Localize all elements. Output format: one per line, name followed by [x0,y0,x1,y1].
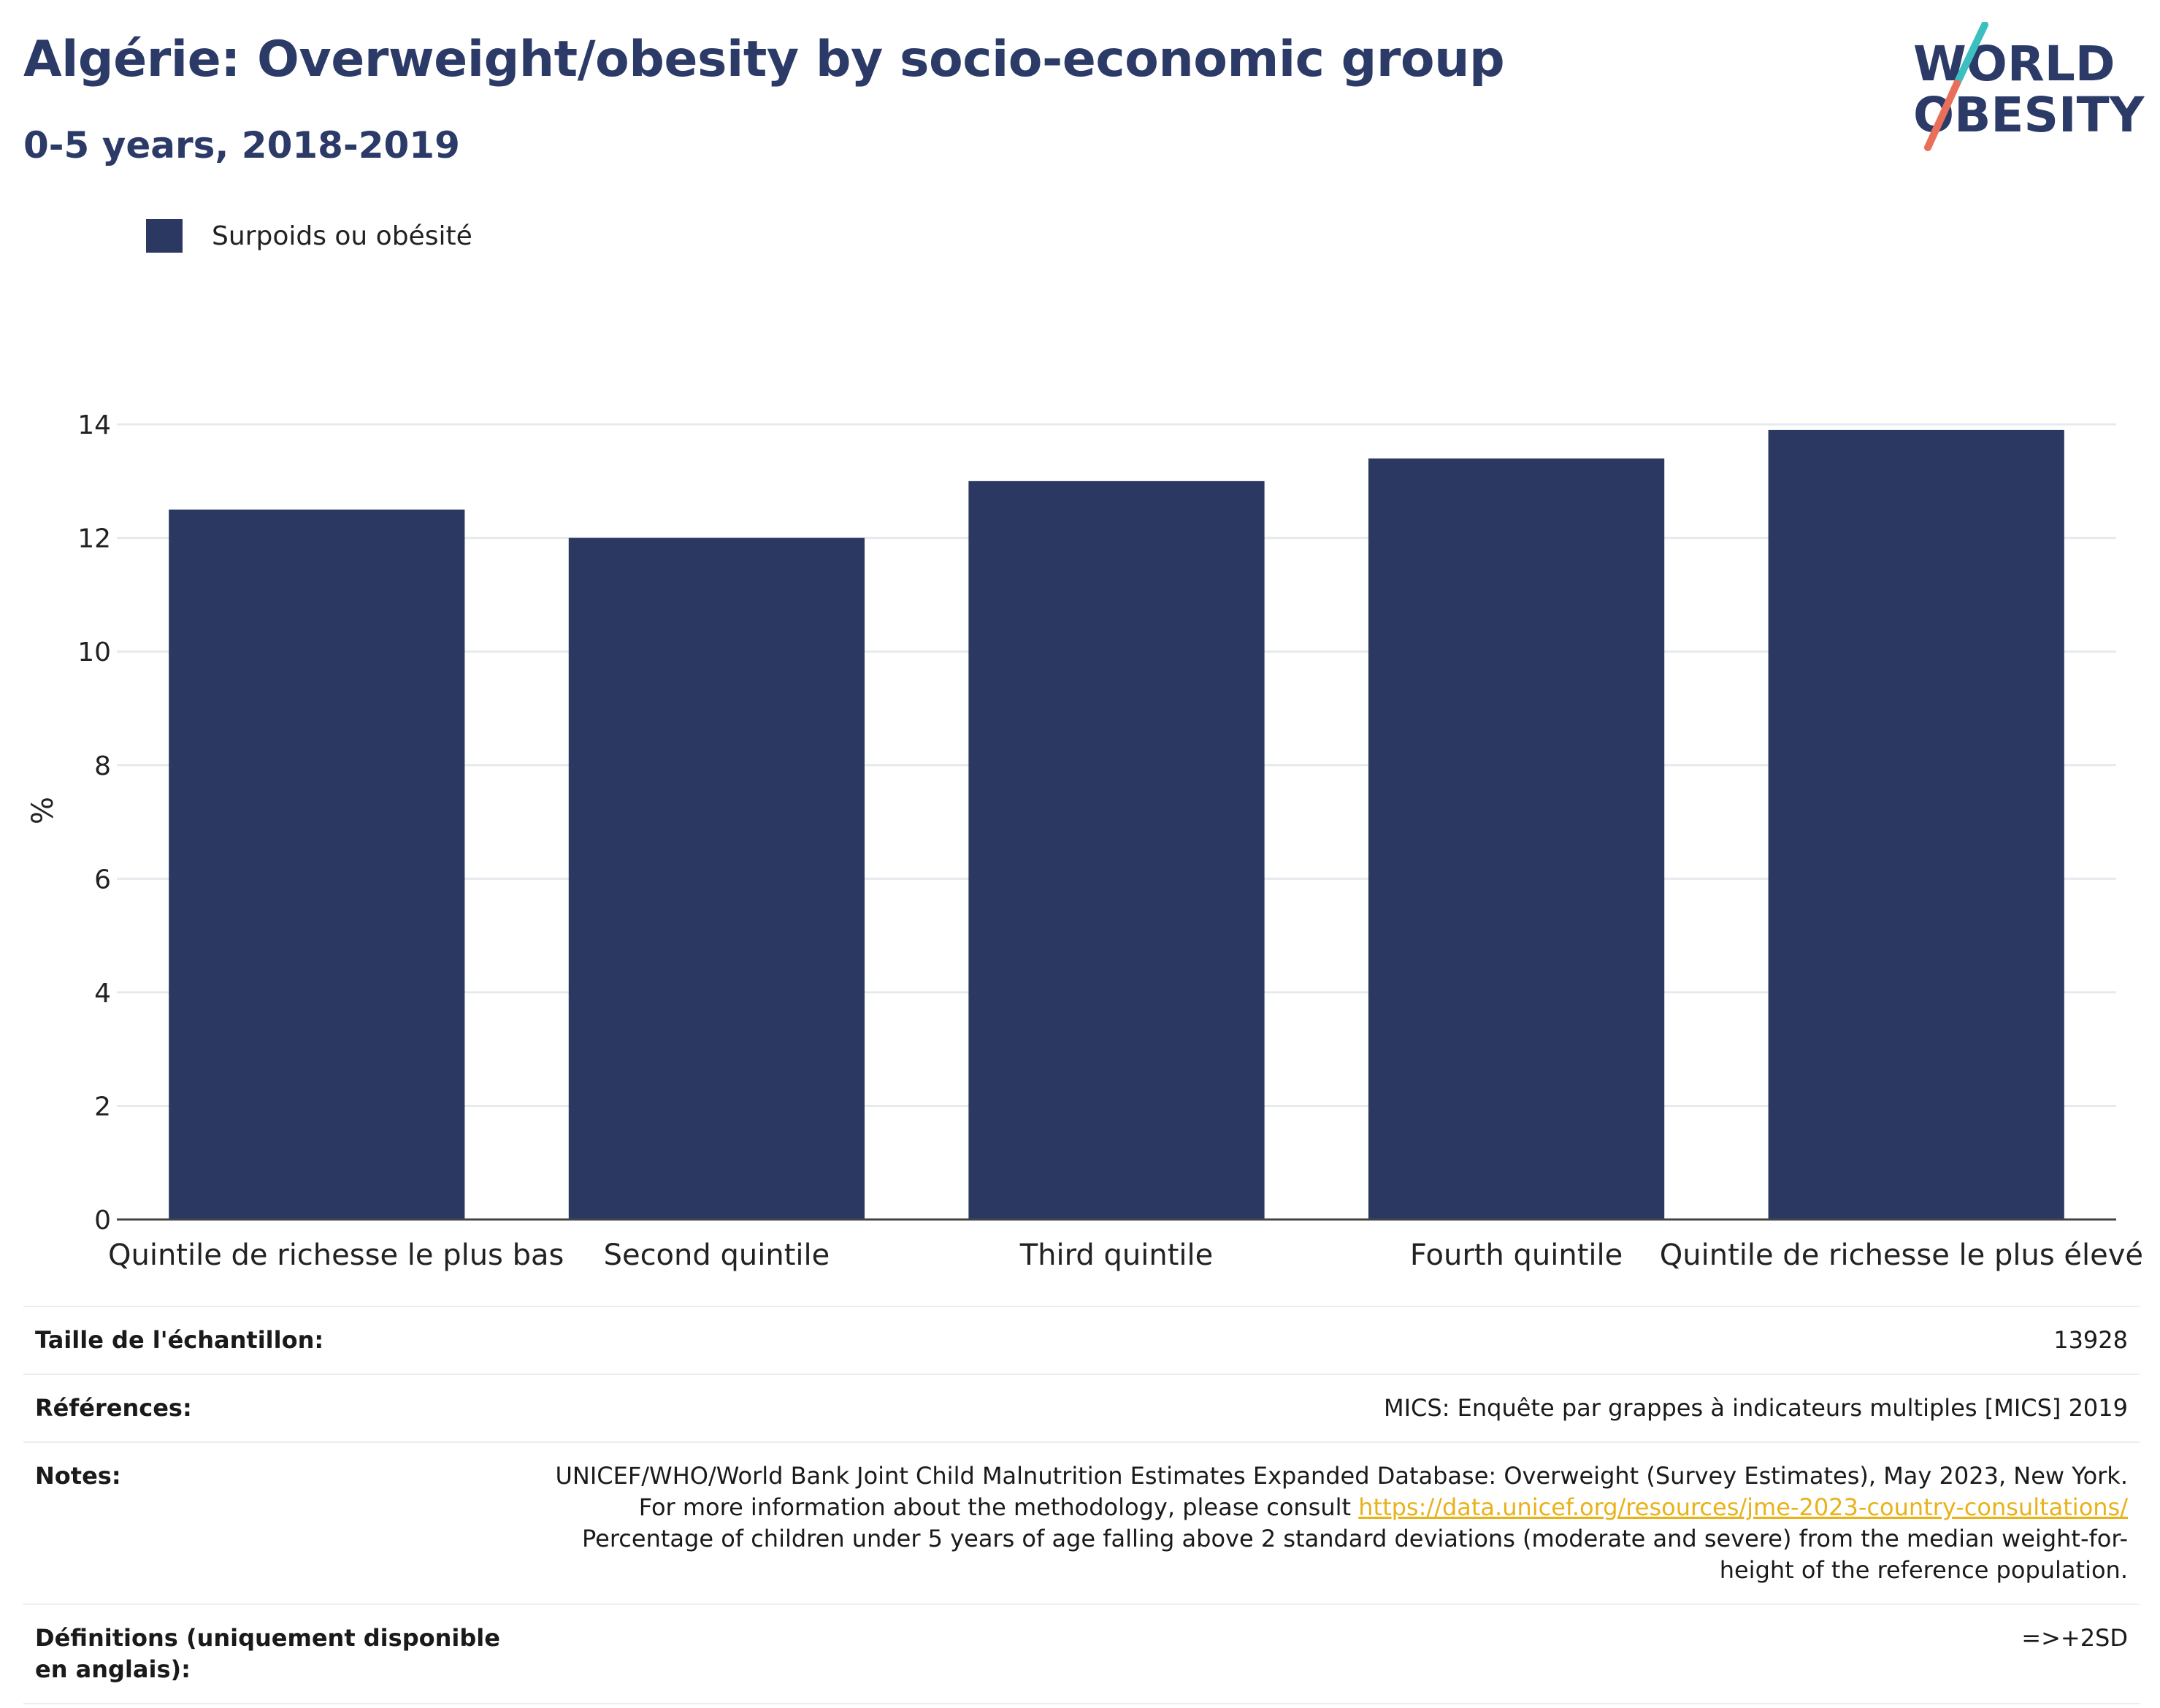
chart-title: Algérie: Overweight/obesity by socio-eco… [23,31,1505,88]
chart-subtitle: 0-5 years, 2018-2019 [23,124,460,166]
y-tick-label: 10 [77,637,111,667]
y-axis-title: % [26,797,60,824]
info-row-sample-size: Taille de l'échantillon: 13928 [23,1306,2140,1375]
x-tick-label: Quintile de richesse le plus élevé [1660,1238,2143,1272]
y-tick-label: 6 [94,865,111,895]
y-tick-label: 0 [94,1206,111,1236]
world-obesity-logo: WORLD OBESITY [1913,22,2145,151]
y-tick-label: 8 [94,751,111,781]
info-table: Taille de l'échantillon: 13928 Référence… [23,1306,2140,1704]
bar[interactable] [968,480,1265,1219]
info-key: Références: [23,1374,529,1443]
y-tick-label: 14 [77,410,111,440]
legend-swatch [146,219,183,253]
y-tick-label: 12 [77,524,111,554]
notes-link[interactable]: https://data.unicef.org/resources/jme-20… [1358,1493,2128,1521]
notes-text-post: Percentage of children under 5 years of … [582,1525,2128,1584]
x-tick-label: Third quintile [1019,1238,1213,1272]
info-value: 13928 [529,1306,2140,1375]
y-axis-ticks: 0 2 4 6 8 10 12 14 [77,410,111,1236]
bar[interactable] [1368,458,1665,1219]
info-value: MICS: Enquête par grappes à indicateurs … [529,1374,2140,1443]
y-tick-label: 2 [94,1092,111,1122]
notes-text-pre: UNICEF/WHO/World Bank Joint Child Malnut… [555,1462,2129,1521]
info-key: Taille de l'échantillon: [23,1306,529,1375]
x-axis-labels: Quintile de richesse le plus bas Second q… [108,1238,2143,1272]
bar[interactable] [169,509,465,1219]
info-key: Notes: [23,1441,529,1605]
info-row-definitions: Définitions (uniquement disponible en an… [23,1604,2140,1704]
bar[interactable] [568,537,865,1219]
chart-legend: Surpoids ou obésité [146,219,472,253]
y-tick-label: 4 [94,979,111,1008]
legend-label: Surpoids ou obésité [212,221,472,251]
bar[interactable] [1768,429,2064,1219]
bars [169,429,2064,1219]
info-value: =>+2SD [529,1604,2140,1704]
info-value: UNICEF/WHO/World Bank Joint Child Malnut… [529,1441,2140,1605]
x-tick-label: Fourth quintile [1410,1238,1623,1272]
logo-line-1: WORLD [1913,36,2115,92]
info-row-references: Références: MICS: Enquête par grappes à … [23,1374,2140,1443]
logo-slash-top [1953,22,1988,87]
x-tick-label: Quintile de richesse le plus bas [108,1238,564,1272]
x-tick-label: Second quintile [604,1238,830,1272]
logo-slash-bottom [1924,80,1961,151]
bar-chart: 0 2 4 6 8 10 12 14 Quintile de richesse le plus… [26,410,2143,1272]
info-key: Définitions (uniquement disponible en an… [23,1604,529,1704]
info-row-notes: Notes: UNICEF/WHO/World Bank Joint Child… [23,1441,2140,1605]
